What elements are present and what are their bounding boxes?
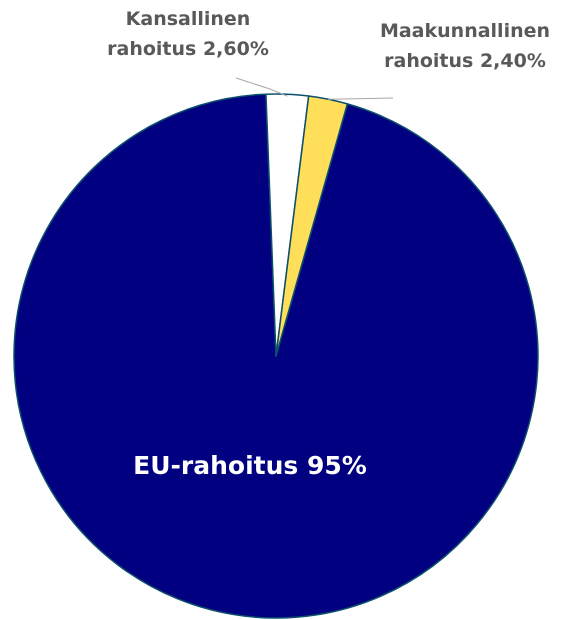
leader-lines xyxy=(235,77,394,100)
kansallinen-label-line-1: Kansallinen xyxy=(125,8,251,30)
maakunnallinen-label-line-1: Maakunnallinen xyxy=(379,20,551,42)
kansallinen-leader-line xyxy=(235,77,288,97)
maakunnallinen-rahoitus-label: Maakunnallinen rahoitus 2,40% xyxy=(365,16,565,76)
maakunnallinen-leader-line xyxy=(328,97,394,100)
maakunnallinen-label-line-2: rahoitus 2,40% xyxy=(384,50,546,72)
pie-slices xyxy=(13,93,539,619)
kansallinen-label-line-2: rahoitus 2,60% xyxy=(107,38,269,60)
kansallinen-rahoitus-label: Kansallinen rahoitus 2,60% xyxy=(88,4,288,64)
eu-rahoitus-label: EU-rahoitus 95% xyxy=(133,451,367,480)
